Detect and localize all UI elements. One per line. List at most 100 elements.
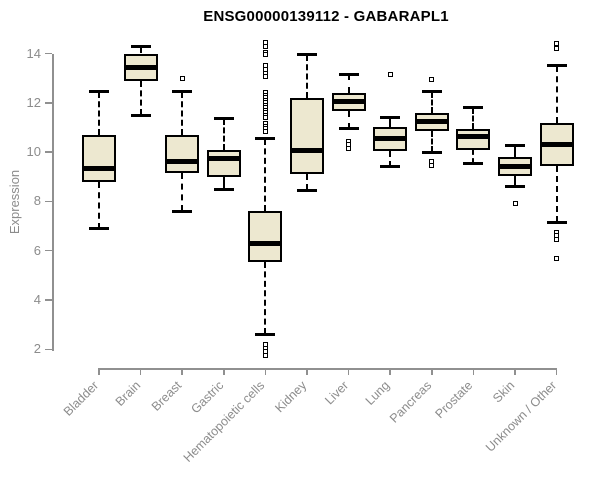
lower-whisker-cap-hematopoietic-cells [255,333,276,336]
outlier-unknown-other [554,255,560,261]
chart-title: ENSG00000139112 - GABARAPL1 [203,8,449,25]
box-gastric [206,149,241,177]
x-axis-line [99,368,557,370]
lower-whisker-lung [389,150,392,167]
upper-whisker-lung [389,117,392,128]
outlier-lung [387,71,393,77]
outlier-unknown-other [554,41,560,47]
outlier-unknown-other [554,237,560,243]
box-kidney [290,97,324,175]
upper-whisker-cap-breast [172,90,193,94]
y-axis-tick-label: 10 [26,144,41,160]
box-prostate [456,128,491,150]
upper-whisker-liver [347,74,350,93]
y-axis-tick-label: 4 [33,292,41,307]
lower-whisker-prostate [472,149,475,164]
upper-whisker-pancreas [430,91,433,113]
upper-whisker-hematopoietic-cells [264,138,267,212]
x-axis-tick [347,368,350,375]
lower-whisker-cap-breast [172,209,193,213]
y-axis-tick-label: 14 [26,45,41,61]
lower-whisker-cap-lung [380,165,401,169]
lower-whisker-cap-unknown-other [546,220,567,224]
y-axis-tick [45,102,52,104]
x-axis-tick [139,368,142,375]
upper-whisker-cap-kidney [297,53,317,57]
outlier-unknown-other [554,46,560,52]
outlier-hematopoietic-cells [262,43,268,49]
lower-whisker-cap-bladder [89,227,109,230]
x-axis-tick [306,368,308,375]
upper-whisker-bladder [98,91,100,135]
upper-whisker-breast [181,91,184,135]
x-axis-tick [181,368,183,375]
outlier-skin [512,201,518,207]
lower-whisker-kidney [306,174,308,191]
x-axis-tick [431,368,433,375]
outlier-hematopoietic-cells [262,74,268,80]
median-liver [331,99,366,105]
median-bladder [82,165,116,171]
lower-whisker-cap-brain [130,113,151,117]
lower-whisker-pancreas [430,131,433,153]
x-axis-tick [389,368,391,375]
y-axis-tick-label: 8 [33,193,41,209]
x-axis-tick [472,368,475,375]
lower-whisker-skin [514,175,516,187]
x-axis-tick [514,368,516,375]
outlier-hematopoietic-cells [262,352,268,358]
median-hematopoietic-cells [248,240,283,246]
outlier-pancreas [429,163,435,169]
lower-whisker-cap-skin [505,185,525,189]
box-hematopoietic-cells [248,211,283,262]
median-breast [165,159,200,165]
upper-whisker-cap-hematopoietic-cells [255,137,276,141]
outlier-hematopoietic-cells [262,128,268,134]
y-axis-tick-label: 6 [33,242,41,258]
y-axis-tick [45,151,52,153]
lower-whisker-gastric [222,176,225,190]
y-axis-tick [45,249,52,252]
median-pancreas [414,118,449,124]
lower-whisker-cap-gastric [213,187,234,191]
upper-whisker-kidney [306,54,308,98]
upper-whisker-unknown-other [555,65,558,123]
upper-whisker-cap-skin [505,144,525,148]
y-axis-tick-label: 2 [33,341,41,357]
outlier-hematopoietic-cells [262,52,268,58]
upper-whisker-cap-lung [380,116,401,120]
x-axis-tick [223,368,225,375]
lower-whisker-cap-pancreas [421,150,442,154]
upper-whisker-cap-liver [338,72,359,76]
outlier-hematopoietic-cells [262,115,268,121]
upper-whisker-cap-brain [130,44,151,48]
upper-whisker-cap-gastric [213,117,234,121]
upper-whisker-cap-bladder [89,90,109,94]
lower-whisker-hematopoietic-cells [264,261,267,335]
lower-whisker-breast [181,173,184,212]
outlier-breast [179,75,185,81]
upper-whisker-gastric [222,118,225,150]
x-axis-tick [264,368,267,375]
median-lung [373,136,408,142]
box-breast [165,134,200,174]
y-axis-line [52,53,54,351]
outlier-liver [346,145,352,151]
median-skin [498,164,532,170]
y-axis-tick [45,299,52,301]
upper-whisker-cap-prostate [463,106,484,110]
lower-whisker-unknown-other [555,165,558,223]
lower-whisker-cap-kidney [297,188,317,192]
y-axis-tick [45,52,52,55]
upper-whisker-brain [139,46,142,54]
median-unknown-other [539,142,574,148]
upper-whisker-prostate [472,107,475,129]
y-axis-tick-label: 12 [26,94,41,110]
y-axis-tick [45,200,52,203]
median-kidney [290,148,324,154]
lower-whisker-bladder [98,181,100,229]
upper-whisker-skin [514,145,516,158]
box-bladder [82,134,116,182]
median-prostate [456,133,491,139]
